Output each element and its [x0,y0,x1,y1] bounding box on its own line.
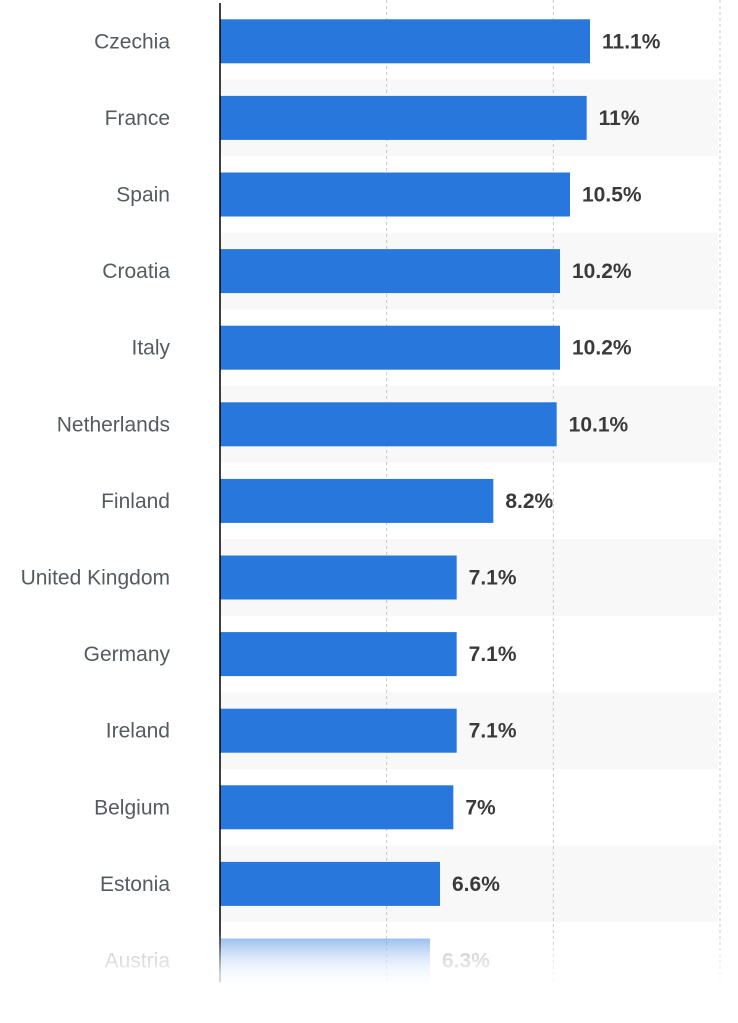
category-label: Germany [84,643,171,666]
value-labels: 11.1% 11% 10.5% 10.2% 10.2% 10.1% 8.2% 7.1% 7.1%… [442,30,661,972]
category-labels: Czechia France Spain Croatia Italy Netherland… [21,30,171,972]
value-label: 7% [465,796,496,819]
value-label: 10.5% [582,184,642,207]
category-label: Belgium [94,796,170,819]
value-label: 6.6% [452,873,500,896]
category-label: Netherlands [57,413,170,436]
bar-italy [220,325,560,370]
category-label: France [105,107,170,130]
bar-germany [220,632,457,677]
bar-spain [220,172,570,217]
value-label: 11% [599,107,640,130]
bar-france [220,95,587,140]
value-label: 10.2% [572,337,632,360]
bar-ireland [220,708,457,753]
category-label: United Kingdom [21,567,170,590]
value-label: 7.1% [469,567,517,590]
value-label: 8.2% [505,490,553,513]
category-label: Spain [116,184,170,207]
value-label: 6.3% [442,950,490,973]
value-label: 10.2% [572,260,632,283]
bar-austria [220,938,430,983]
category-label: Finland [101,490,170,513]
bars [220,19,590,983]
bar-estonia [220,861,440,906]
bar-united-kingdom [220,555,457,600]
value-label: 7.1% [469,720,517,743]
bar-czechia [220,19,590,64]
category-label: Czechia [94,30,170,53]
category-label: Italy [131,337,170,360]
value-label: 10.1% [569,413,629,436]
category-label: Austria [105,950,171,973]
category-label: Ireland [106,720,170,743]
value-label: 7.1% [469,643,517,666]
category-label: Estonia [100,873,170,896]
bar-belgium [220,785,454,830]
category-label: Croatia [102,260,170,283]
bar-finland [220,478,494,523]
bar-netherlands [220,402,557,447]
value-label: 11.1% [602,30,661,53]
bar-croatia [220,249,560,294]
